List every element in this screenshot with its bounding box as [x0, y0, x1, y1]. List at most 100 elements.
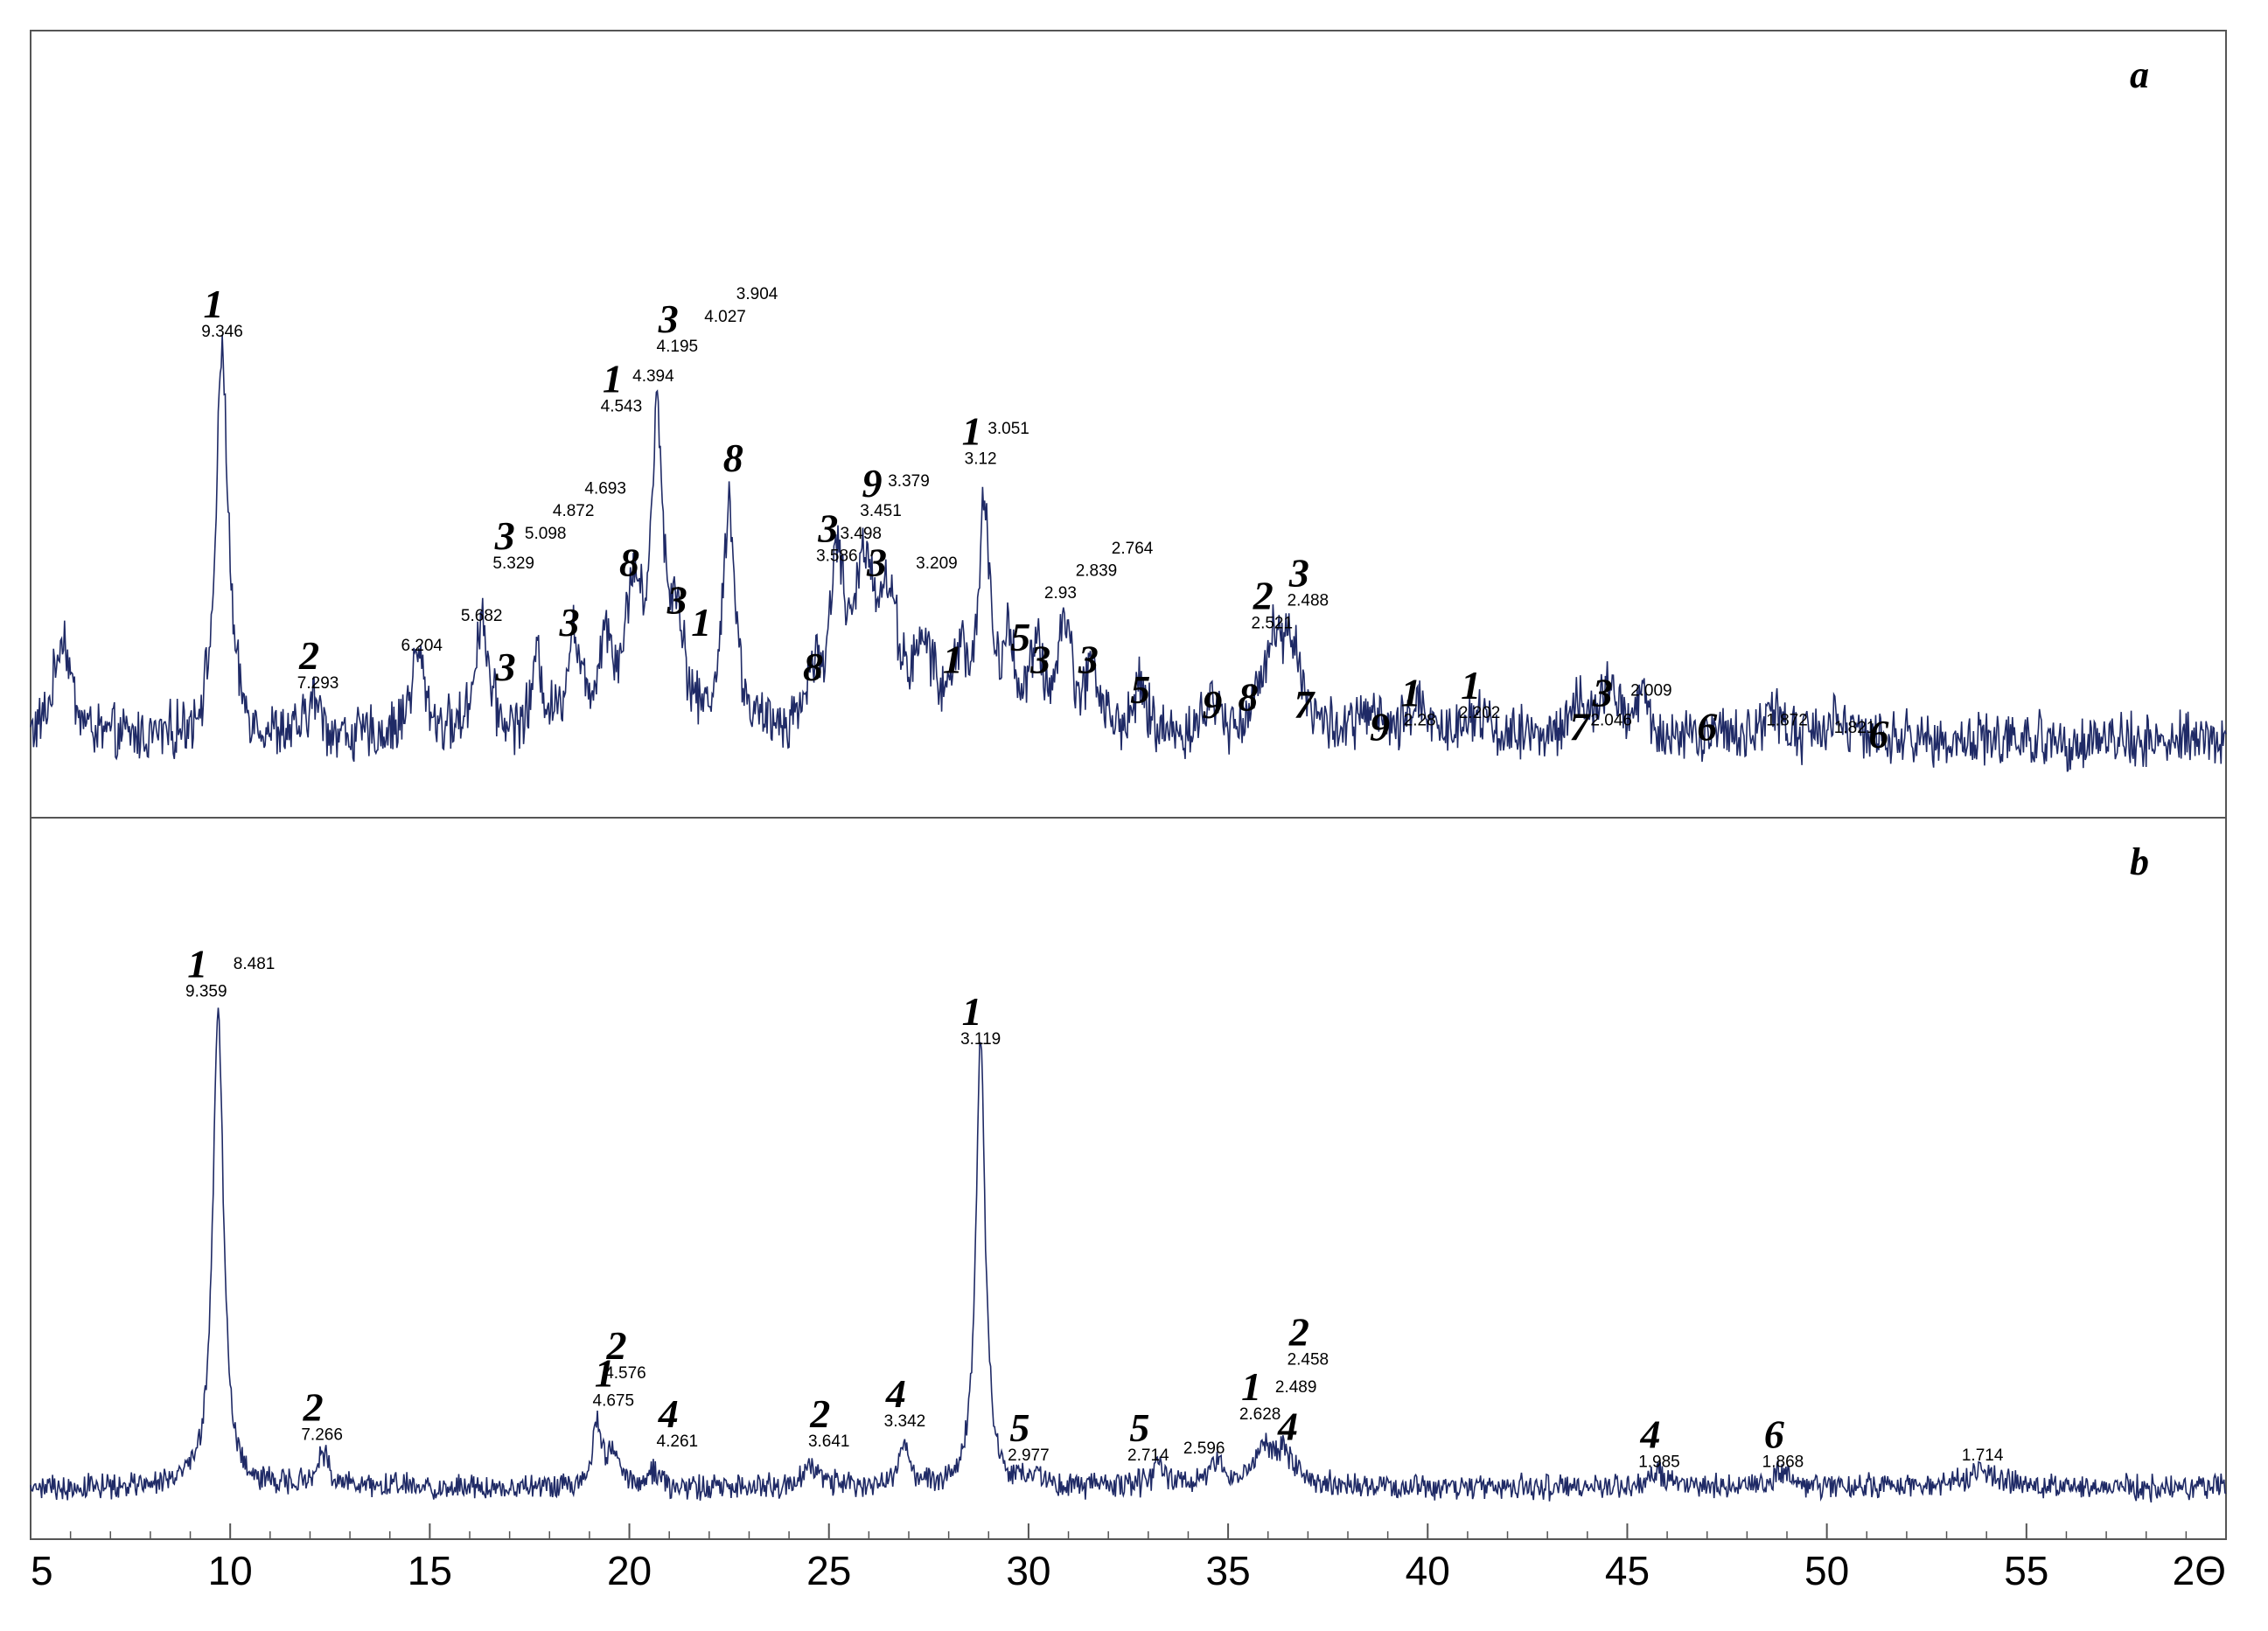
d-spacing-label: 2.202 [1459, 704, 1501, 722]
x-tick-label: 50 [1804, 1548, 1849, 1593]
phase-label: 1 [603, 356, 623, 401]
phase-label: 3 [495, 645, 516, 689]
phase-label: 1 [962, 989, 982, 1034]
d-spacing-label: 3.586 [816, 547, 858, 565]
phase-label: 3 [559, 600, 580, 645]
phase-label: 2 [809, 1391, 830, 1436]
d-spacing-label: 9.346 [201, 323, 243, 341]
d-spacing-label: 3.342 [884, 1412, 926, 1431]
d-spacing-label: 3.12 [965, 450, 997, 468]
x-tick-label: 2Θ [2173, 1548, 2226, 1593]
phase-label: 1 [187, 941, 207, 986]
phase-label: 9 [1202, 682, 1222, 727]
phase-label: 1 [595, 1350, 615, 1395]
d-spacing-label: 3.051 [987, 420, 1029, 438]
phase-label: 1 [962, 408, 982, 453]
phase-label: 2 [303, 1384, 324, 1429]
d-spacing-label: 2.458 [1288, 1351, 1329, 1370]
d-spacing-label: 1.821 [1834, 719, 1876, 737]
x-tick-label: 30 [1006, 1548, 1050, 1593]
phase-label: 3 [494, 513, 515, 558]
phase-label: 7 [1294, 682, 1315, 727]
phase-label: 1 [691, 600, 711, 645]
x-tick-label: 40 [1406, 1548, 1450, 1593]
d-spacing-label: 2.977 [1008, 1446, 1050, 1465]
d-spacing-label: 4.027 [704, 308, 746, 326]
phase-label: 2 [1253, 573, 1274, 617]
phase-label: 6 [1697, 705, 1717, 749]
x-tick-label: 5 [31, 1548, 53, 1593]
phase-label: 5 [1010, 615, 1030, 659]
d-spacing-label: 2.009 [1630, 681, 1672, 700]
d-spacing-label: 5.329 [492, 554, 534, 573]
x-tick-label: 10 [208, 1548, 253, 1593]
x-tick-label: 25 [806, 1548, 851, 1593]
plot-frame [30, 30, 2227, 1540]
phase-label: 2 [298, 633, 319, 678]
d-spacing-label: 7.293 [297, 674, 339, 693]
d-spacing-label: 2.93 [1044, 584, 1077, 603]
phase-label: 1 [1461, 663, 1481, 707]
x-tick-label: 20 [607, 1548, 652, 1593]
phase-label: 8 [619, 540, 639, 585]
d-spacing-label: 4.261 [657, 1432, 699, 1451]
d-spacing-label: 1.872 [1766, 712, 1808, 730]
d-spacing-label: 4.195 [657, 338, 699, 356]
d-spacing-label: 2.28 [1404, 712, 1436, 730]
x-tick-label: 45 [1605, 1548, 1650, 1593]
phase-label: 3 [1592, 671, 1613, 715]
phase-label: 1 [1241, 1364, 1261, 1409]
d-spacing-label: 3.209 [916, 554, 958, 573]
d-spacing-label: 9.359 [185, 982, 227, 1000]
phase-label: 3 [658, 296, 679, 341]
phase-label: 9 [1370, 705, 1390, 749]
phase-label: 3 [1288, 551, 1309, 596]
phase-label: 4 [1639, 1412, 1660, 1457]
d-spacing-label: 2.764 [1112, 540, 1154, 558]
panel-label-a: a [2130, 53, 2149, 96]
phase-label: 2 [1288, 1310, 1309, 1355]
d-spacing-label: 5.098 [525, 525, 567, 543]
d-spacing-label: 4.693 [584, 479, 626, 498]
d-spacing-label: 2.046 [1590, 712, 1632, 730]
d-spacing-label: 5.682 [461, 607, 503, 625]
phase-label: 8 [803, 645, 823, 689]
d-spacing-label: 1.868 [1762, 1453, 1804, 1472]
phase-label: 4 [885, 1371, 906, 1416]
d-spacing-label: 6.204 [401, 637, 443, 655]
phase-label: 3 [666, 577, 687, 622]
x-axis: 5 10 15 20 25 30 35 40 45 50 55 2Θ [30, 1523, 2227, 1593]
phase-label: 3 [817, 505, 838, 550]
series-line-a [30, 335, 2227, 772]
frame-layer [30, 30, 2227, 1540]
phase-label: 5 [1130, 667, 1150, 712]
phase-label: 9 [862, 461, 883, 505]
phase-label: 3 [866, 540, 887, 585]
d-spacing-label: 3.498 [840, 525, 882, 543]
phase-label: 3 [1078, 638, 1099, 682]
d-spacing-label: 4.543 [601, 397, 643, 415]
phase-label: 7 [1569, 705, 1591, 749]
x-tick-label: 55 [2004, 1548, 2048, 1593]
d-spacing-label: 8.481 [234, 955, 276, 973]
d-spacing-label: 4.394 [632, 367, 674, 386]
d-spacing-label: 3.641 [808, 1432, 850, 1451]
d-spacing-label: 4.675 [593, 1391, 635, 1410]
d-spacing-label: 3.379 [888, 472, 930, 491]
phase-label: 4 [658, 1391, 679, 1436]
phase-label: 8 [723, 436, 743, 480]
d-spacing-label: 2.714 [1127, 1446, 1169, 1465]
x-tick-label: 15 [408, 1548, 452, 1593]
x-tick-label: 35 [1206, 1548, 1251, 1593]
phase-label: 5 [1009, 1405, 1029, 1450]
d-spacing-label: 2.488 [1288, 592, 1329, 610]
d-spacing-label: 2.489 [1275, 1378, 1317, 1397]
phase-label: 1 [1401, 671, 1421, 715]
phase-label: 1 [943, 638, 963, 682]
d-spacing-label: 2.628 [1239, 1405, 1281, 1424]
phase-label: 1 [204, 282, 224, 326]
d-spacing-label: 2.521 [1252, 614, 1294, 632]
